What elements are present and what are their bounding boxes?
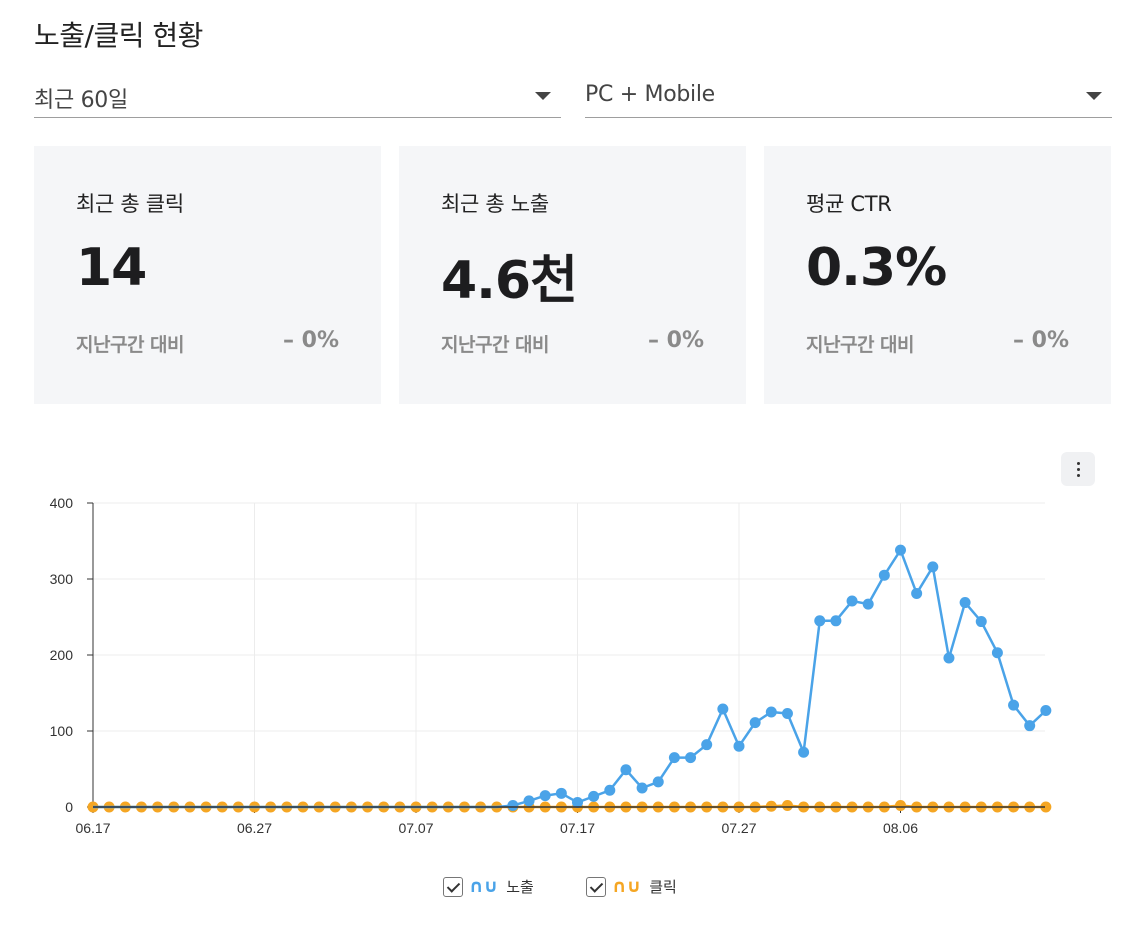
card-compare-value: – 0% (1012, 328, 1069, 353)
card-value: 4.6천 (441, 251, 578, 311)
data-point-impressions (733, 740, 745, 752)
data-point-impressions (507, 799, 519, 811)
data-point-impressions (959, 597, 971, 609)
card-value: 14 (76, 238, 147, 298)
data-point-impressions (620, 764, 632, 776)
period-select[interactable]: 최근 60일 (34, 74, 561, 118)
y-tick-label: 300 (50, 571, 74, 587)
data-point-impressions (943, 652, 955, 664)
data-point-impressions (539, 790, 551, 802)
average-ctr-card: 평균 CTR 0.3% 지난구간 대비 – 0% (764, 146, 1111, 404)
y-tick-label: 200 (50, 647, 74, 663)
data-point-impressions (781, 708, 793, 720)
checkbox-checked-icon[interactable] (586, 876, 606, 897)
chevron-down-icon (535, 92, 551, 100)
x-tick-label: 06.27 (237, 820, 272, 836)
page-title: 노출/클릭 현황 (34, 19, 203, 52)
card-value: 0.3% (806, 238, 947, 298)
x-tick-label: 07.07 (398, 820, 433, 836)
data-point-clicks (895, 799, 906, 811)
data-point-clicks (1040, 801, 1052, 813)
data-point-impressions (991, 647, 1003, 659)
card-label: 최근 총 클릭 (76, 192, 184, 216)
line-series-icon: ∩∪ (469, 876, 499, 897)
data-point-impressions (927, 561, 939, 573)
data-point-impressions (814, 615, 826, 627)
data-point-impressions (636, 782, 648, 794)
card-label: 평균 CTR (806, 192, 892, 216)
chevron-down-icon (1086, 92, 1102, 100)
data-point-impressions (652, 776, 664, 788)
data-point-impressions (911, 587, 923, 599)
legend-impressions-label: 노출 (506, 878, 534, 896)
data-point-impressions (846, 595, 858, 607)
card-compare-label: 지난구간 대비 (806, 334, 915, 356)
legend-clicks-label: 클릭 (649, 878, 677, 896)
data-point-clicks (765, 800, 777, 812)
data-point-impressions (798, 746, 810, 758)
legend-clicks-toggle[interactable]: ∩∪ 클릭 (586, 876, 677, 897)
data-point-impressions (523, 795, 535, 807)
data-point-impressions (830, 615, 842, 627)
data-point-impressions (1040, 704, 1052, 716)
data-point-impressions (717, 703, 729, 715)
legend-impressions-toggle[interactable]: ∩∪ 노출 (443, 876, 534, 897)
y-tick-label: 100 (50, 723, 74, 739)
x-tick-label: 07.27 (721, 820, 756, 836)
device-select-value: PC + Mobile (585, 82, 715, 107)
impressions-clicks-chart: 0 100 200 300 400 06.17 06.27 07.07 07.17 07.27 08… (50, 495, 1052, 836)
card-label: 최근 총 노출 (441, 192, 549, 216)
data-point-impressions (604, 784, 616, 796)
line-series-icon: ∩∪ (612, 876, 642, 897)
data-point-clicks (781, 799, 793, 811)
data-point-impressions (749, 717, 761, 729)
card-compare-value: – 0% (647, 328, 704, 353)
x-tick-label: 07.17 (560, 820, 595, 836)
device-select[interactable]: PC + Mobile (585, 74, 1112, 118)
series-line-impressions (93, 548, 1047, 809)
data-point-impressions (975, 616, 987, 628)
chart-menu-button[interactable] (1061, 452, 1095, 486)
checkbox-checked-icon[interactable] (443, 876, 463, 897)
period-select-value: 최근 60일 (34, 88, 128, 113)
data-point-impressions (668, 752, 680, 764)
data-point-impressions (895, 544, 906, 556)
y-tick-label: 0 (65, 799, 73, 815)
data-point-impressions (878, 569, 890, 581)
x-tick-label: 06.17 (75, 820, 110, 836)
data-point-impressions (1024, 720, 1036, 732)
data-point-impressions (572, 796, 583, 808)
card-compare-value: – 0% (282, 328, 339, 353)
card-compare-label: 지난구간 대비 (441, 334, 550, 356)
data-point-impressions (1008, 699, 1020, 711)
data-point-impressions (701, 739, 713, 751)
card-compare-label: 지난구간 대비 (76, 334, 185, 356)
data-point-impressions (765, 706, 777, 718)
data-point-impressions (555, 787, 567, 799)
data-point-impressions (862, 598, 874, 610)
total-impressions-card: 최근 총 노출 4.6천 지난구간 대비 – 0% (399, 146, 746, 404)
y-tick-label: 400 (50, 495, 74, 511)
data-point-impressions (685, 752, 697, 764)
x-tick-label: 08.06 (883, 820, 918, 836)
total-clicks-card: 최근 총 클릭 14 지난구간 대비 – 0% (34, 146, 381, 404)
data-point-impressions (588, 790, 600, 802)
